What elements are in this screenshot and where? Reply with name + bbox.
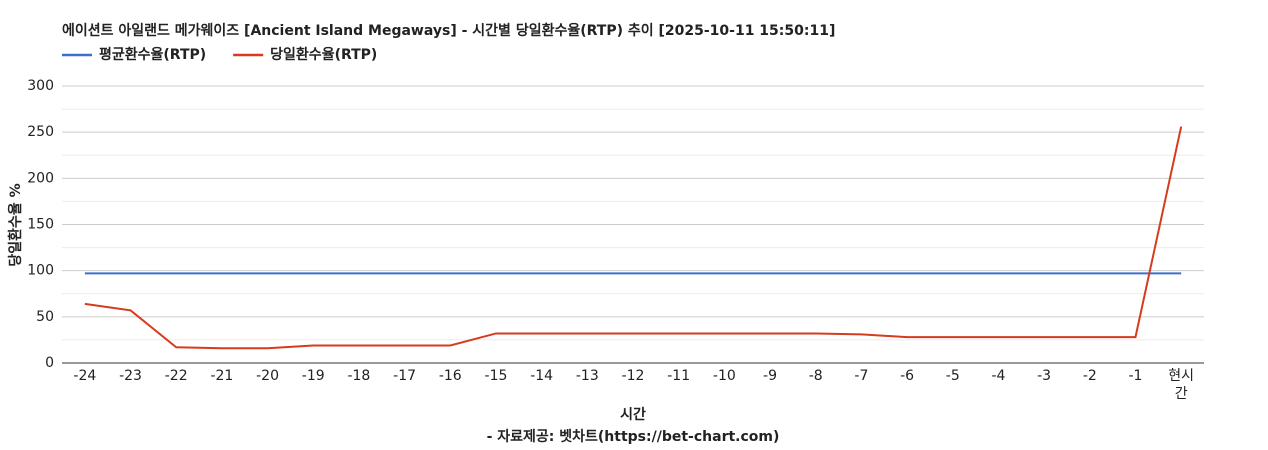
series-line — [84, 126, 1183, 350]
y-tick-label: 0 — [45, 355, 54, 371]
source-note: - 자료제공: 벳차트(https://bet-chart.com) — [487, 428, 780, 445]
y-tick-label: 50 — [36, 309, 54, 325]
x-tick-label: -22 — [164, 368, 188, 384]
x-tick-label: -24 — [73, 368, 97, 384]
x-tick-label: -16 — [438, 368, 462, 384]
x-tick-label: -14 — [530, 368, 554, 384]
y-tick-label: 100 — [27, 263, 54, 279]
y-tick-label: 150 — [27, 217, 54, 233]
x-tick-label: -10 — [712, 368, 736, 384]
x-tick-label: -5 — [945, 368, 960, 384]
x-tick-label: -19 — [301, 368, 325, 384]
x-tick-label: -2 — [1082, 368, 1097, 384]
x-tick-label: -23 — [119, 368, 142, 384]
legend-label: 당일환수율(RTP) — [270, 46, 377, 63]
x-tick-label: -20 — [256, 368, 279, 384]
legend-label: 평균환수율(RTP) — [99, 46, 206, 63]
x-tick-label: 현시간 — [1168, 368, 1195, 402]
x-tick-label: -4 — [991, 368, 1006, 384]
x-tick-label: -3 — [1037, 368, 1052, 384]
x-tick-label: -11 — [667, 368, 691, 384]
x-tick-label: -21 — [210, 368, 234, 384]
x-tick-label: -8 — [808, 368, 823, 384]
y-tick-label: 250 — [27, 124, 54, 140]
x-tick-label: -9 — [763, 368, 778, 384]
x-tick-label: -6 — [900, 368, 915, 384]
x-tick-label: -7 — [854, 368, 869, 384]
x-tick-label: -1 — [1128, 368, 1143, 384]
x-tick-label: -13 — [575, 368, 599, 384]
y-tick-label: 300 — [27, 78, 54, 94]
y-tick-label: 200 — [27, 170, 54, 186]
x-tick-label: -17 — [393, 368, 417, 384]
x-axis-title: 시간 — [620, 406, 646, 423]
x-tick-label: -12 — [621, 368, 645, 384]
x-tick-label: -15 — [484, 368, 508, 384]
chart-title: 에이션트 아일랜드 메가웨이즈 [Ancient Island Megaways… — [62, 22, 835, 39]
y-axis-title: 당일환수율 % — [7, 183, 24, 266]
x-tick-label: -18 — [347, 368, 371, 384]
